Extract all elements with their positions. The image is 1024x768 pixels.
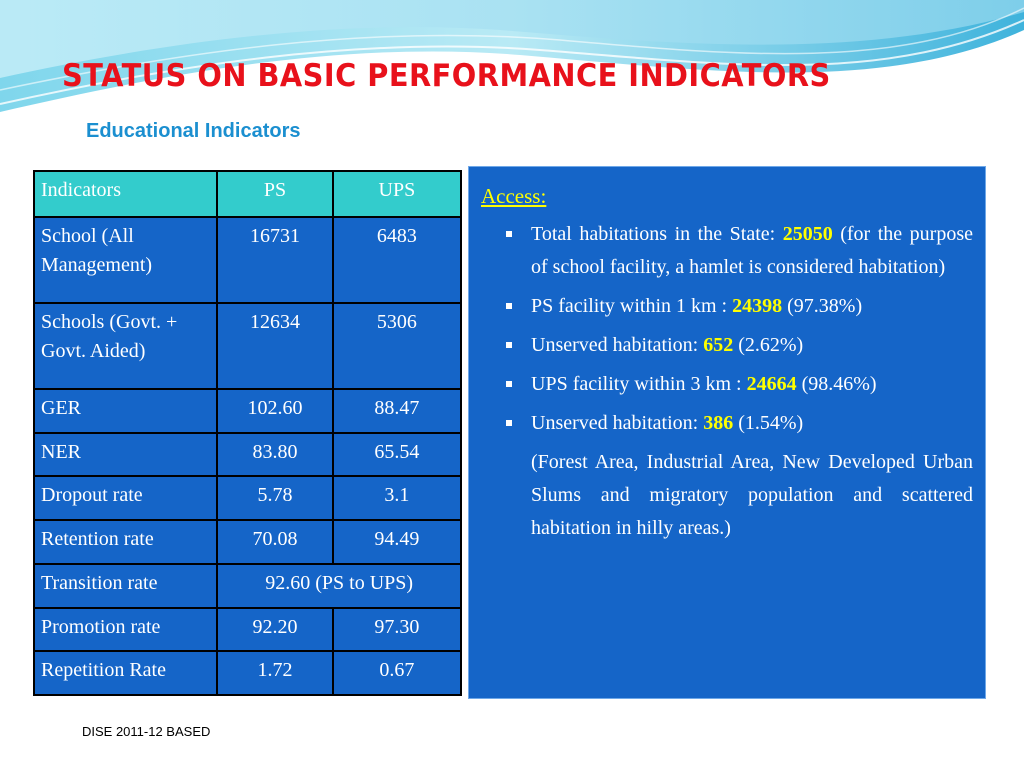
table-header-row: Indicators PS UPS <box>32 170 463 218</box>
bullet-text: Total habitations in the State: <box>531 222 783 245</box>
bullet-text: (97.38%) <box>782 294 863 317</box>
cell-ups: 94.49 <box>331 519 463 565</box>
row-label: School (All Management) <box>32 216 219 304</box>
header-ps: PS <box>216 170 334 218</box>
bullet-text: (1.54%) <box>733 411 804 434</box>
header-ups: UPS <box>331 170 463 218</box>
row-label: Schools (Govt. + Govt. Aided) <box>32 302 219 390</box>
table-row: Promotion rate 92.20 97.30 <box>32 606 463 653</box>
cell-ps: 5.78 <box>216 475 334 522</box>
access-title: Access: <box>481 184 547 208</box>
list-item: Unserved habitation: 652 (2.62%) <box>506 329 973 362</box>
row-label: Repetition Rate <box>32 650 219 696</box>
table-row: Retention rate 70.08 94.49 <box>32 519 463 565</box>
cell-ups: 65.54 <box>331 431 463 478</box>
list-item: PS facility within 1 km : 24398 (97.38%) <box>506 290 973 323</box>
cell-ps: 70.08 <box>216 519 334 565</box>
cell-ups: 5306 <box>331 302 463 390</box>
cell-ups: 88.47 <box>331 388 463 434</box>
access-note: (Forest Area, Industrial Area, New Devel… <box>531 450 973 539</box>
row-label: GER <box>32 388 219 434</box>
table-row: GER 102.60 88.47 <box>32 388 463 434</box>
cell-ps: 92.20 <box>216 606 334 653</box>
slide-title: STATUS ON BASIC PERFORMANCE INDICATORS <box>62 58 831 94</box>
bullet-text: PS facility within 1 km : <box>531 294 733 317</box>
cell-ps: 12634 <box>216 302 334 390</box>
bullet-value: 386 <box>703 411 734 434</box>
bullet-square-icon <box>506 380 512 387</box>
header-indicators: Indicators <box>32 170 219 218</box>
cell-ps: 83.80 <box>216 431 334 478</box>
bullet-text: Unserved habitation: <box>531 333 704 356</box>
bullet-square-icon <box>506 230 512 237</box>
table-row: School (All Management) 16731 6483 <box>32 216 463 304</box>
cell-ups: 0.67 <box>331 650 463 696</box>
cell-ups: 6483 <box>331 216 463 304</box>
list-item: Unserved habitation: 386 (1.54%) <box>506 407 973 440</box>
list-item: UPS facility within 3 km : 24664 (98.46%… <box>506 368 973 401</box>
indicators-table: Indicators PS UPS School (All Management… <box>32 170 463 696</box>
cell-ps: 16731 <box>216 216 334 304</box>
bullet-text: UPS facility within 3 km : <box>531 372 747 395</box>
row-label: Dropout rate <box>32 475 219 522</box>
cell-ps: 102.60 <box>216 388 334 434</box>
access-list: Total habitations in the State: 25050 (f… <box>481 218 973 440</box>
cell-ps: 1.72 <box>216 650 334 696</box>
bullet-text: Unserved habitation: <box>531 411 704 434</box>
list-item: Total habitations in the State: 25050 (f… <box>506 218 973 284</box>
table-row: Transition rate 92.60 (PS to UPS) <box>32 562 462 609</box>
row-label: Promotion rate <box>32 606 219 653</box>
table-row: NER 83.80 65.54 <box>32 431 463 478</box>
bullet-text: (for the purpose of school facility, a h… <box>531 222 973 278</box>
bullet-value: 652 <box>703 333 734 356</box>
row-label: Retention rate <box>32 519 219 565</box>
cell-merged: 92.60 (PS to UPS) <box>216 562 462 609</box>
cell-ups: 97.30 <box>331 606 463 653</box>
bullet-square-icon <box>506 302 512 309</box>
bullet-value: 24664 <box>746 372 797 395</box>
table-row: Schools (Govt. + Govt. Aided) 12634 5306 <box>32 302 463 390</box>
access-panel: Access: Total habitations in the State: … <box>468 166 986 699</box>
slide-subtitle: Educational Indicators <box>86 120 301 142</box>
row-label: NER <box>32 431 219 478</box>
bullet-square-icon <box>506 341 512 348</box>
bullet-square-icon <box>506 419 512 426</box>
header-wave-decoration <box>0 0 1024 112</box>
bullet-value: 24398 <box>732 294 783 317</box>
cell-ups: 3.1 <box>331 475 463 522</box>
row-label: Transition rate <box>32 562 219 609</box>
bullet-text: (98.46%) <box>796 372 877 395</box>
bullet-text: (2.62%) <box>733 333 804 356</box>
footer-source: DISE 2011-12 BASED <box>82 724 211 739</box>
table-row: Repetition Rate 1.72 0.67 <box>32 650 463 696</box>
table-row: Dropout rate 5.78 3.1 <box>32 475 463 522</box>
bullet-value: 25050 <box>782 222 833 245</box>
